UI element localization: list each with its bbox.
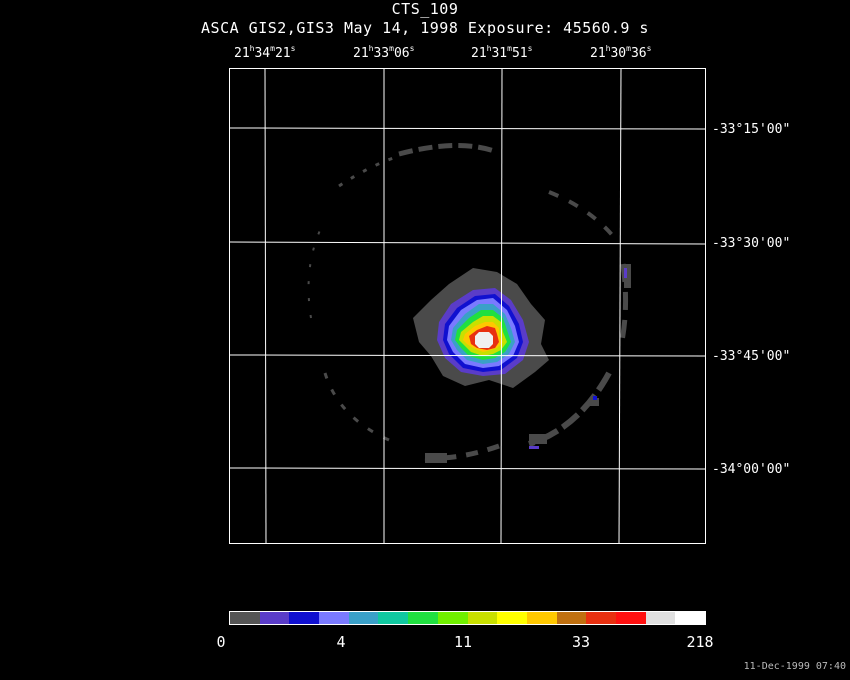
colorbar-swatch — [586, 612, 616, 624]
colorbar-swatch — [378, 612, 409, 624]
xray-source — [413, 268, 549, 388]
dec-label-2: -33°30'00" — [712, 236, 791, 251]
colorbar-swatch — [645, 612, 676, 624]
image-title: CTS_109 — [391, 0, 459, 18]
colorbar-swatch — [467, 612, 498, 624]
colorbar-swatch — [497, 612, 527, 624]
colorbar-swatch — [259, 612, 290, 624]
colorbar-swatch — [408, 612, 438, 624]
colorbar-swatch — [556, 612, 587, 624]
colorbar-label-4: 4 — [336, 633, 346, 651]
dec-label-1: -33°15'00" — [712, 122, 791, 137]
colorbar-swatch — [319, 612, 349, 624]
colorbar — [229, 611, 706, 625]
colorbar-swatch — [615, 612, 646, 624]
colorbar-swatch — [675, 612, 705, 624]
colorbar-label-33: 33 — [571, 633, 591, 651]
ra-label-4: 21h30m36s — [590, 44, 652, 61]
ra-label-2: 21h33m06s — [353, 44, 415, 61]
colorbar-swatch — [437, 612, 468, 624]
colorbar-swatch — [230, 612, 260, 624]
dec-label-4: -34°00'00" — [712, 462, 791, 477]
sky-image — [229, 68, 706, 544]
colorbar-label-218: 218 — [686, 633, 714, 651]
colorbar-label-11: 11 — [453, 633, 473, 651]
colorbar-swatch — [526, 612, 557, 624]
colorbar-swatch — [289, 612, 320, 624]
image-subtitle: ASCA GIS2,GIS3 May 14, 1998 Exposure: 45… — [201, 19, 649, 37]
ra-label-1: 21h34m21s — [234, 44, 296, 61]
colorbar-swatch — [348, 612, 379, 624]
coordinate-grid — [229, 68, 706, 544]
colorbar-label-0: 0 — [216, 633, 226, 651]
ra-label-3: 21h31m51s — [471, 44, 533, 61]
timestamp: 11-Dec-1999 07:40 — [743, 661, 846, 672]
dec-label-3: -33°45'00" — [712, 349, 791, 364]
